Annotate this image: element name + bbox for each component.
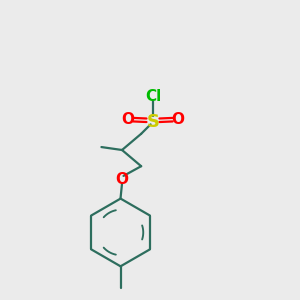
Text: S: S	[146, 113, 159, 131]
Text: O: O	[122, 112, 134, 127]
Text: Cl: Cl	[145, 89, 161, 104]
Text: O: O	[116, 172, 128, 187]
Text: O: O	[172, 112, 184, 127]
